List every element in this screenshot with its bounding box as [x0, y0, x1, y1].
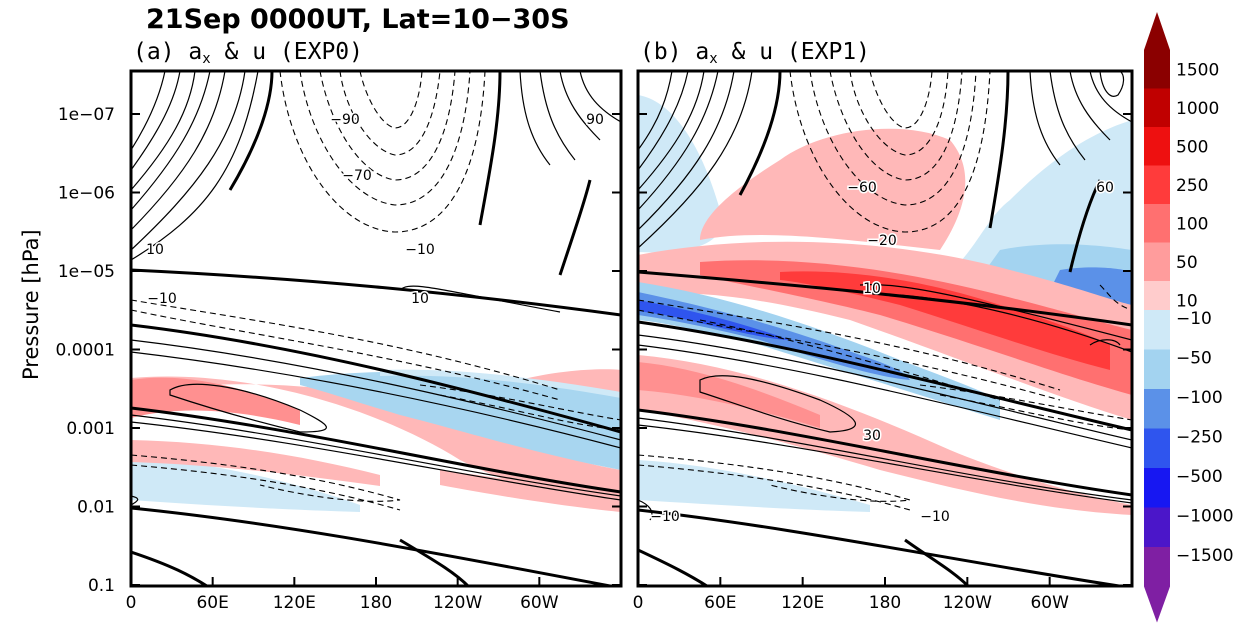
- contour-label: 10: [411, 291, 429, 307]
- colorbar-arrow-bottom: [1144, 586, 1170, 623]
- contour-label: 60: [1096, 180, 1114, 196]
- contour-labels: −90 90 −70 10 −10 −10 10 −60 60 −20 10 30 −10 −10: [145, 111, 1116, 527]
- panel-b-title: (b) ax & u (EXP1): [640, 39, 870, 67]
- colorbar-label-negative: −10: [1176, 309, 1212, 329]
- dashed-contours-a: [131, 71, 621, 511]
- shade-blue-low-b: [638, 460, 870, 512]
- shade-blue-a: [300, 371, 621, 470]
- contour-label: −90: [330, 112, 360, 128]
- colorbar-label-positive: 10: [1176, 291, 1198, 311]
- colorbar-label-positive: 500: [1176, 137, 1208, 157]
- colorbar-label-positive: 1000: [1176, 99, 1219, 119]
- main-title: 21Sep 0000UT, Lat=10−30S: [146, 4, 570, 35]
- colorbar-label-positive: 1500: [1176, 60, 1219, 80]
- panel-a: [129, 69, 623, 588]
- colorbar-swatch-negative: [1144, 507, 1170, 547]
- colorbar-label-negative: −250: [1176, 428, 1223, 448]
- y-tick-label: 0.0001: [56, 341, 115, 361]
- contour-label: 30: [863, 428, 881, 444]
- colorbar-label-negative: −50: [1176, 349, 1212, 369]
- contour-label: 90: [586, 112, 604, 128]
- colorbar-swatch-negative: [1144, 349, 1170, 389]
- shade-red-core-b: [780, 271, 1110, 370]
- x-tick-label: 60E: [704, 593, 736, 613]
- colorbar-label-negative: −100: [1176, 388, 1223, 408]
- x-tick-label: 120W: [433, 593, 482, 613]
- panel-a-plot-area: [131, 71, 621, 586]
- panel-a-title: (a) ax & u (EXP0): [133, 39, 363, 67]
- y-tick-label: 0.01: [77, 498, 115, 518]
- zero-lines-a: [131, 71, 621, 586]
- colorbar-swatch-positive: [1144, 127, 1170, 166]
- contour-label: −10: [920, 509, 950, 525]
- panel-b: [636, 69, 1134, 588]
- shade-blue-topleft-b: [638, 95, 722, 253]
- solid-contours-a: [131, 71, 621, 506]
- panel-a-frame: [129, 69, 623, 588]
- dashed-contours-b: [638, 71, 1132, 511]
- shade-blue-light-a: [380, 369, 621, 398]
- contour-label: 10: [146, 242, 164, 258]
- y-tick-label: 1e−05: [58, 262, 115, 282]
- shade-red-low-a: [131, 440, 380, 486]
- colorbar-label-negative: −500: [1176, 467, 1223, 487]
- x-tick-label: 60W: [1030, 593, 1069, 613]
- x-tick-label: 120W: [943, 593, 992, 613]
- y-axis-title: Pressure [hPa]: [19, 229, 43, 380]
- x-tick-label: 60W: [520, 593, 559, 613]
- x-tick-label: 0: [633, 593, 644, 613]
- x-tick-label: 120E: [781, 593, 824, 613]
- colorbar-swatch-positive: [1144, 242, 1170, 281]
- colorbar-swatch-negative: [1144, 310, 1170, 350]
- shade-blue-deep-b: [638, 300, 790, 340]
- colorbar-arrow-top: [1144, 12, 1170, 50]
- colorbar-label-negative: −1000: [1176, 507, 1234, 527]
- colorbar-swatch-negative: [1144, 547, 1170, 587]
- x-tick-label: 60E: [196, 593, 228, 613]
- panel-b-plot-area: [638, 71, 1132, 586]
- colorbar: 1500 1000 500 250 100 50 10−10 −50 −100 −250 −500 −…: [1144, 12, 1234, 623]
- contour-label: 10: [863, 281, 881, 297]
- colorbar-swatch-positive: [1144, 204, 1170, 243]
- axis-ticks: 1e−07 1e−06 1e−05 0.0001 0.001 0.01 0.1 0 60E 120…: [56, 105, 1132, 613]
- colorbar-swatch-negative: [1144, 428, 1170, 468]
- y-tick-label: 0.001: [66, 419, 115, 439]
- colorbar-swatch-negative: [1144, 389, 1170, 429]
- zero-lines-b: [638, 71, 1132, 586]
- y-tick-label: 0.1: [88, 576, 115, 596]
- shade-blue-low-a: [131, 458, 360, 512]
- contour-label: −10: [405, 242, 435, 258]
- colorbar-swatch-positive: [1144, 88, 1170, 127]
- shade-red-mid-b: [700, 260, 1132, 395]
- shade-red-low2-a: [440, 470, 621, 512]
- colorbar-label-positive: 250: [1176, 176, 1208, 196]
- shade-red-core-a: [131, 377, 300, 425]
- colorbar-swatch-positive: [1144, 165, 1170, 204]
- x-tick-label: 180: [360, 593, 392, 613]
- x-tick-label: 120E: [273, 593, 316, 613]
- colorbar-swatch-negative: [1144, 468, 1170, 508]
- y-tick-label: 1e−06: [58, 184, 115, 204]
- contour-label: −70: [342, 168, 372, 184]
- shade-red-low-core-b: [638, 362, 820, 428]
- shade-red-top-b: [700, 128, 966, 250]
- colorbar-label-negative: −1500: [1176, 546, 1234, 566]
- colorbar-swatch-positive: [1144, 50, 1170, 89]
- solid-contours-b: [638, 71, 1132, 521]
- colorbar-label-positive: 100: [1176, 214, 1208, 234]
- contour-label: −60: [847, 180, 877, 196]
- contour-label: −10: [147, 291, 177, 307]
- y-tick-label: 1e−07: [58, 105, 115, 125]
- contour-label: −20: [867, 233, 897, 249]
- colorbar-label-positive: 50: [1176, 253, 1198, 273]
- x-tick-label: 0: [126, 593, 137, 613]
- contour-label: −10: [650, 509, 680, 525]
- x-tick-label: 180: [869, 593, 901, 613]
